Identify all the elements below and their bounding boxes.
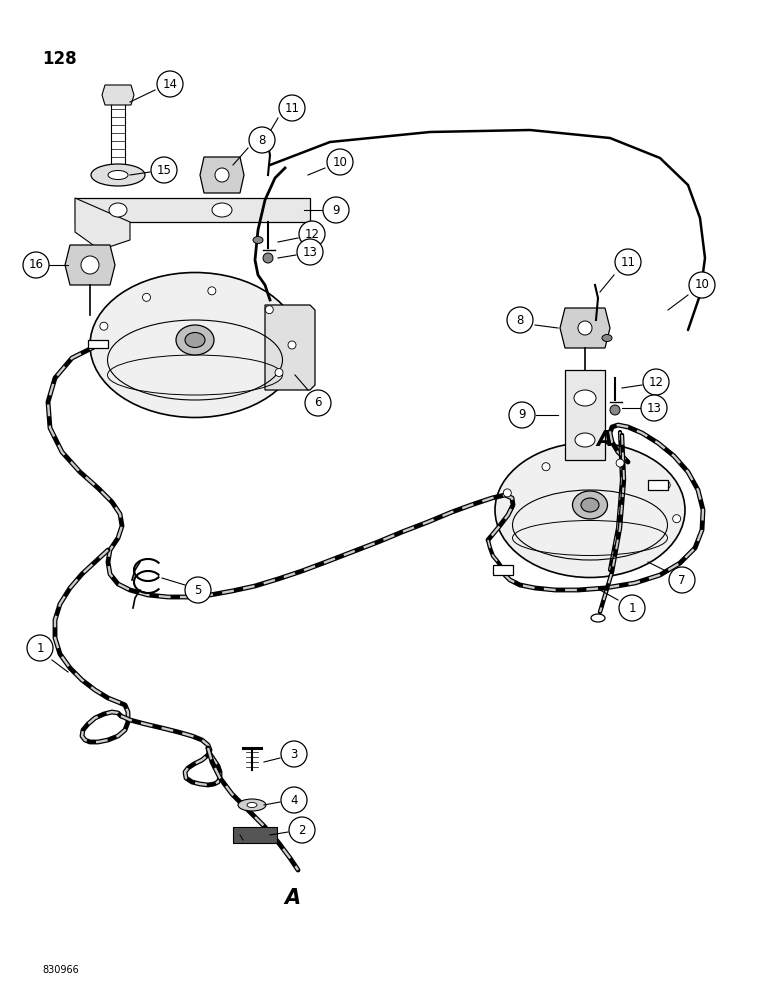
Polygon shape [75, 198, 130, 250]
Ellipse shape [575, 433, 595, 447]
Circle shape [610, 405, 620, 415]
Circle shape [289, 817, 315, 843]
Polygon shape [233, 827, 277, 843]
Ellipse shape [212, 203, 232, 217]
Ellipse shape [215, 168, 229, 182]
Text: 128: 128 [42, 50, 76, 68]
Circle shape [281, 787, 307, 813]
Ellipse shape [253, 236, 263, 243]
Circle shape [275, 368, 283, 376]
Text: 6: 6 [314, 396, 321, 410]
Circle shape [509, 402, 535, 428]
Circle shape [263, 253, 273, 263]
Text: 13: 13 [647, 401, 661, 414]
Circle shape [23, 252, 49, 278]
Circle shape [641, 395, 667, 421]
Ellipse shape [90, 272, 300, 418]
Circle shape [503, 489, 512, 497]
Ellipse shape [238, 799, 266, 811]
Polygon shape [88, 340, 108, 348]
Text: 10: 10 [332, 155, 347, 168]
Text: 11: 11 [285, 102, 300, 114]
Circle shape [207, 287, 216, 295]
Circle shape [185, 577, 211, 603]
Circle shape [689, 272, 715, 298]
Ellipse shape [591, 614, 605, 622]
Text: 11: 11 [621, 255, 636, 268]
Ellipse shape [578, 321, 592, 335]
Text: 10: 10 [694, 278, 710, 292]
Circle shape [81, 256, 99, 274]
Text: 1: 1 [628, 601, 636, 614]
Text: 4: 4 [290, 794, 298, 806]
Polygon shape [560, 308, 610, 348]
Circle shape [279, 95, 305, 121]
Circle shape [327, 149, 353, 175]
Text: 7: 7 [679, 574, 686, 586]
Ellipse shape [176, 325, 214, 355]
Ellipse shape [108, 170, 128, 180]
Ellipse shape [573, 491, 608, 519]
Circle shape [143, 293, 151, 301]
Ellipse shape [581, 498, 599, 512]
Circle shape [157, 71, 183, 97]
Circle shape [265, 306, 273, 314]
Ellipse shape [185, 332, 205, 348]
Text: A: A [596, 430, 612, 450]
Circle shape [615, 249, 641, 275]
Polygon shape [565, 370, 605, 460]
Text: 3: 3 [290, 748, 298, 760]
Circle shape [662, 481, 670, 489]
Polygon shape [75, 198, 310, 222]
Circle shape [27, 635, 53, 661]
Text: A: A [284, 888, 300, 908]
Polygon shape [200, 157, 244, 193]
Text: 2: 2 [298, 824, 306, 836]
Circle shape [288, 341, 296, 349]
Circle shape [507, 307, 533, 333]
Ellipse shape [602, 334, 612, 342]
Text: 5: 5 [194, 584, 202, 596]
Polygon shape [648, 480, 668, 490]
Text: 12: 12 [648, 375, 664, 388]
Circle shape [669, 567, 695, 593]
Circle shape [616, 459, 624, 467]
Circle shape [542, 463, 550, 471]
Text: 15: 15 [157, 163, 172, 176]
Circle shape [323, 197, 349, 223]
Circle shape [299, 221, 325, 247]
Text: 8: 8 [258, 133, 266, 146]
Text: 830966: 830966 [42, 965, 79, 975]
Ellipse shape [91, 164, 145, 186]
Ellipse shape [495, 442, 685, 578]
Circle shape [672, 515, 681, 523]
Polygon shape [265, 305, 315, 390]
Ellipse shape [109, 203, 127, 217]
Circle shape [249, 127, 275, 153]
Text: 1: 1 [36, 642, 44, 654]
Circle shape [643, 369, 669, 395]
Polygon shape [493, 565, 513, 575]
Text: 9: 9 [518, 408, 526, 422]
Circle shape [100, 322, 108, 330]
Polygon shape [65, 245, 115, 285]
Ellipse shape [247, 802, 257, 808]
Circle shape [281, 741, 307, 767]
Circle shape [305, 390, 331, 416]
Ellipse shape [574, 390, 596, 406]
Circle shape [619, 595, 645, 621]
Circle shape [297, 239, 323, 265]
Polygon shape [102, 85, 134, 105]
Text: 8: 8 [516, 314, 523, 326]
Circle shape [151, 157, 177, 183]
Text: 12: 12 [304, 228, 320, 240]
Text: 16: 16 [29, 258, 44, 271]
Text: 9: 9 [332, 204, 340, 217]
Text: 13: 13 [303, 245, 317, 258]
Text: 14: 14 [162, 78, 178, 91]
